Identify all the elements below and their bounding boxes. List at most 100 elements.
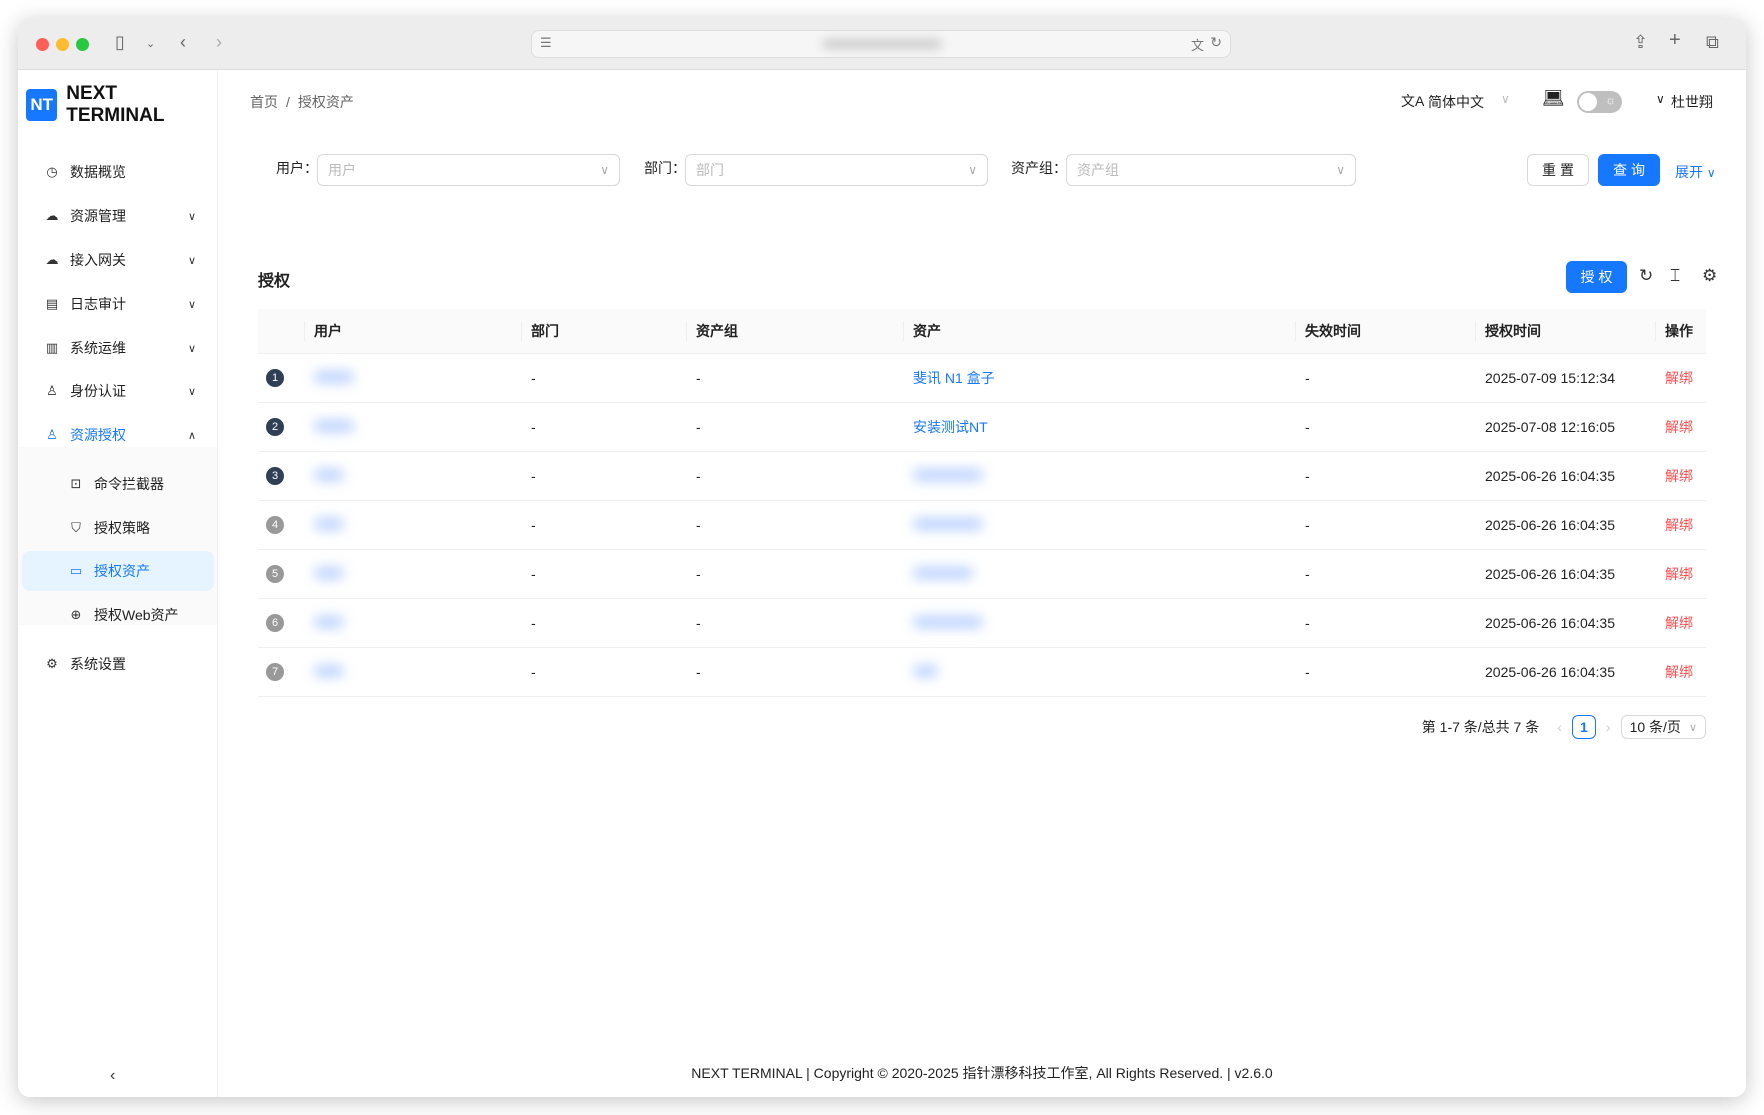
sidebar-item-audit[interactable]: ▤ 日志审计 ∨ [22,284,214,324]
new-tab-icon[interactable]: + [1669,29,1681,51]
next-page-icon[interactable]: › [1605,719,1611,735]
density-icon[interactable]: ⌶ [1670,266,1681,285]
unbind-link[interactable]: 解绑 [1665,516,1693,533]
asset-group-cell: - [686,549,903,599]
user-menu[interactable]: 杜世翔 [1671,94,1713,110]
share-icon[interactable]: ⇪ [1633,32,1649,52]
pagination: 第 1-7 条/总共 7 条 ‹ 1 › 10 条/页 ∨ [1422,715,1706,739]
sidebar-item-gateway[interactable]: ☁ 接入网关 ∨ [22,240,214,280]
sidebar-item-auth-web-assets[interactable]: ⊕ 授权Web资产 [22,595,214,635]
department-cell: - [521,647,686,697]
row-index-badge: 2 [266,418,284,436]
asset-cell [903,500,1295,550]
logo[interactable]: NT NEXT TERMINAL [26,83,217,127]
sidebar-item-command-filter[interactable]: ⊡ 命令拦截器 [22,464,214,504]
prev-page-icon[interactable]: ‹ [1557,719,1562,735]
asset-group-cell: - [686,451,903,501]
table-row: 4 - - - 2025-06-26 16:04:35 解绑 [258,500,1706,550]
maximize-window-button[interactable] [76,38,89,51]
unbind-link[interactable]: 解绑 [1665,467,1693,484]
settings-icon[interactable]: ⚙ [1702,266,1718,285]
chevron-down-icon[interactable]: ⌄ [146,38,156,50]
breadcrumb-home[interactable]: 首页 [250,94,278,110]
asset-group-filter-select[interactable]: 资产组 ∨ [1066,154,1356,186]
asset-group-filter-label: 资产组： [1011,160,1067,176]
sidebar-item-dashboard[interactable]: ◷ 数据概览 [22,152,214,192]
sidebar-item-authorization[interactable]: ♙ 资源授权 ∧ [22,415,214,455]
refresh-icon[interactable]: ↻ [1639,266,1654,285]
unbind-link[interactable]: 解绑 [1665,614,1693,631]
asset-link[interactable]: 安装测试NT [913,418,988,435]
unbind-link[interactable]: 解绑 [1665,663,1693,680]
unbind-link[interactable]: 解绑 [1665,565,1693,582]
page-menu-icon[interactable]: ☰ [540,35,552,50]
logo-mark: NT [26,89,58,121]
expire-cell: - [1295,451,1475,501]
expand-filters-link[interactable]: 展开 ∨ [1675,162,1716,182]
back-icon[interactable]: ‹ [180,32,186,52]
department-cell: - [521,500,686,550]
reset-button[interactable]: 重置 [1527,154,1589,186]
translate-icon[interactable]: 文 [1190,38,1204,53]
page-size-select[interactable]: 10 条/页 ∨ [1620,715,1706,739]
row-index-badge: 4 [266,516,284,534]
collapse-sidebar-icon[interactable]: ‹ [110,1067,116,1084]
address-bar[interactable]: ☰ 文 ↻ [531,30,1231,58]
close-window-button[interactable] [36,38,49,51]
unbind-link[interactable]: 解绑 [1665,418,1693,435]
reload-icon[interactable]: ↻ [1210,34,1222,50]
sidebar-item-settings[interactable]: ⚙ 系统设置 [22,644,214,684]
sidebar-item-identity[interactable]: ♙ 身份认证 ∨ [22,371,214,411]
gear-icon: ⚙ [46,656,58,671]
blurred-asset [913,566,973,579]
sidebar-item-label: 系统设置 [70,656,126,672]
asset-cell: 安装测试NT [903,402,1295,452]
chevron-down-icon: ∨ [187,385,196,398]
column-header: 授权时间 [1475,309,1655,354]
granted-time-cell: 2025-07-09 15:12:34 [1475,353,1655,403]
unbind-link[interactable]: 解绑 [1665,369,1693,386]
cloud-icon: ☁ [45,208,59,223]
page-button[interactable]: 1 [1571,715,1596,739]
language-select[interactable]: 简体中文 [1428,94,1484,110]
index-cell: 5 [258,549,304,599]
expand-label: 展开 [1675,164,1703,180]
blurred-asset [913,615,983,628]
index-cell: 6 [258,598,304,648]
sidebar-item-resources[interactable]: ☁ 资源管理 ∨ [22,196,214,236]
language-icon: 文A [1401,93,1425,109]
sidebar-item-auth-policy[interactable]: ⛉ 授权策略 [22,508,214,548]
sidebar-item-auth-assets[interactable]: ▭ 授权资产 [22,551,214,591]
sidebar: NT NEXT TERMINAL ◷ 数据概览 ☁ 资源管理 ∨ ☁ 接入网关 ∨ ▤ 日志… [18,70,218,1097]
user-filter-select[interactable]: 用户 ∨ [317,154,620,186]
theme-toggle[interactable]: ☼ [1577,91,1622,113]
blurred-url [822,39,942,49]
terminal-icon: ⊡ [70,476,82,491]
action-cell: 解绑 [1655,500,1706,550]
action-cell: 解绑 [1655,353,1706,403]
forward-icon[interactable]: › [216,32,222,52]
query-button[interactable]: 查询 [1598,154,1660,186]
row-index-badge: 7 [266,663,284,681]
user-cell [304,647,521,697]
user-cell [304,549,521,599]
authorize-button[interactable]: 授权 [1566,261,1627,293]
chevron-down-icon: ∨ [1656,92,1665,106]
asset-cell [903,451,1295,501]
department-filter-select[interactable]: 部门 ∨ [685,154,988,186]
blurred-asset [913,664,938,677]
sidebar-item-ops[interactable]: ▥ 系统运维 ∨ [22,328,214,368]
sidebar-item-label: 授权策略 [94,520,150,536]
sidebar-toggle-icon[interactable]: ▯ [115,32,125,52]
action-cell: 解绑 [1655,402,1706,452]
department-cell: - [521,402,686,452]
asset-link[interactable]: 斐讯 N1 盒子 [913,369,995,386]
minimize-window-button[interactable] [56,38,69,51]
laptop-icon[interactable]: 💻︎ [1542,88,1565,108]
expire-cell: - [1295,647,1475,697]
tabs-overview-icon[interactable]: ⧉ [1706,32,1719,52]
table-row: 2 - - 安装测试NT - 2025-07-08 12:16:05 解绑 [258,402,1706,452]
asset-cell [903,598,1295,648]
placeholder: 资产组 [1077,162,1119,178]
row-index-badge: 3 [266,467,284,485]
